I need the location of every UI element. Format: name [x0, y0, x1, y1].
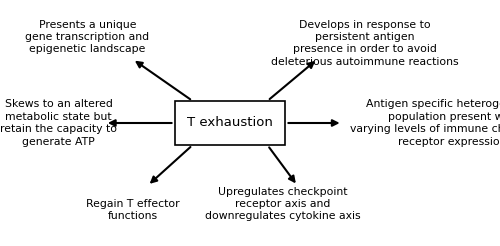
Text: Antigen specific heterogeneous
population present with
varying levels of immune : Antigen specific heterogeneous populatio… [350, 99, 500, 147]
Text: Skews to an altered
metabolic state but
retain the capacity to
generate ATP: Skews to an altered metabolic state but … [0, 99, 117, 147]
FancyBboxPatch shape [175, 101, 285, 145]
Text: Upregulates checkpoint
receptor axis and
downregulates cytokine axis: Upregulates checkpoint receptor axis and… [204, 187, 360, 221]
Text: Regain T effector
functions: Regain T effector functions [86, 199, 180, 221]
Text: Presents a unique
gene transcription and
epigenetic landscape: Presents a unique gene transcription and… [26, 20, 150, 54]
Text: T exhaustion: T exhaustion [187, 117, 273, 129]
Text: Develops in response to
persistent antigen
presence in order to avoid
deleteriou: Develops in response to persistent antig… [271, 20, 459, 67]
